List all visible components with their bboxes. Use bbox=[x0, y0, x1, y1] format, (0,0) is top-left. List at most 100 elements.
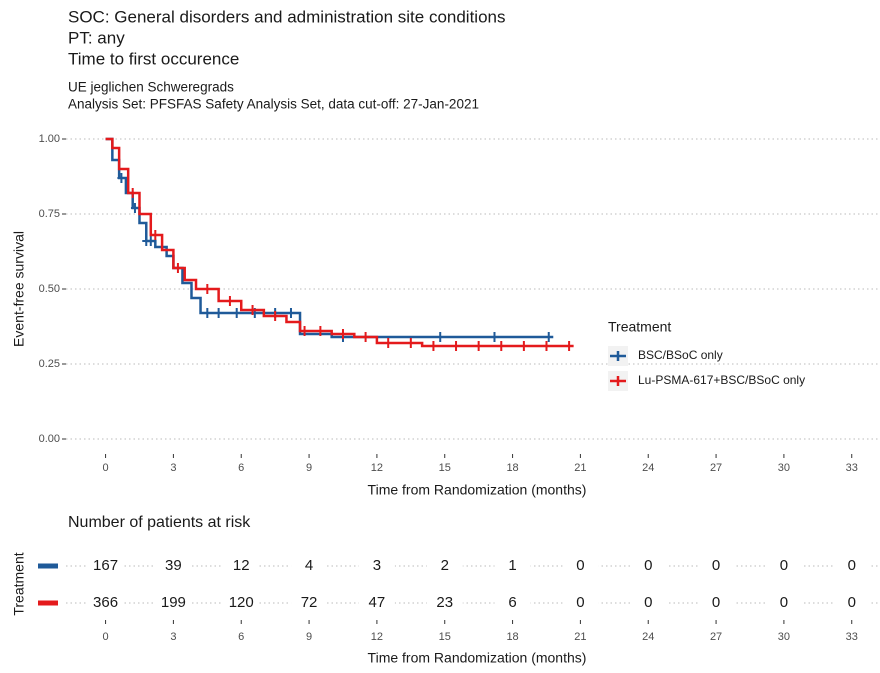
censor-mark bbox=[232, 308, 241, 318]
censor-mark bbox=[406, 338, 415, 348]
x-tick-label: 0 bbox=[103, 462, 109, 474]
risk-count: 3 bbox=[373, 557, 381, 574]
risk-bg bbox=[833, 557, 870, 575]
risk-count: 0 bbox=[848, 594, 856, 611]
risk-bg bbox=[426, 557, 463, 575]
risk-row-key bbox=[38, 600, 58, 606]
censor-mark bbox=[565, 341, 574, 351]
risk-bg bbox=[87, 594, 124, 612]
censor-mark bbox=[203, 308, 212, 318]
x-tick-label: 21 bbox=[574, 631, 586, 643]
subtitle-line: UE jeglichen Schweregrads bbox=[68, 80, 234, 95]
x-tick-label: 15 bbox=[439, 462, 451, 474]
risk-count: 0 bbox=[576, 594, 584, 611]
x-tick-label: 12 bbox=[371, 462, 383, 474]
survival-curve bbox=[105, 137, 574, 348]
x-tick-label: 27 bbox=[710, 462, 722, 474]
censor-mark bbox=[128, 188, 137, 198]
x-tick-label: 6 bbox=[238, 462, 244, 474]
x-tick-label: 3 bbox=[170, 631, 176, 643]
x-axis-label: Time from Randomization (months) bbox=[368, 650, 587, 666]
risk-count: 39 bbox=[165, 557, 182, 574]
risk-count: 1 bbox=[508, 557, 516, 574]
y-tick-label: 0.25 bbox=[39, 358, 60, 370]
risk-table-title: Number of patients at risk bbox=[68, 514, 251, 531]
censor-mark bbox=[117, 173, 126, 183]
risk-count: 0 bbox=[644, 557, 652, 574]
x-tick-label: 9 bbox=[306, 462, 312, 474]
censor-mark bbox=[316, 326, 325, 336]
x-tick-label: 24 bbox=[642, 631, 654, 643]
y-tick-label: 0.50 bbox=[39, 283, 60, 295]
risk-count: 12 bbox=[233, 557, 250, 574]
censor-mark bbox=[436, 332, 445, 342]
censor-mark bbox=[452, 341, 461, 351]
censor-mark bbox=[203, 284, 212, 294]
risk-count: 4 bbox=[305, 557, 313, 574]
risk-bg bbox=[494, 557, 531, 575]
risk-bg bbox=[426, 594, 463, 612]
risk-bg bbox=[291, 594, 328, 612]
censor-mark bbox=[497, 341, 506, 351]
risk-count: 23 bbox=[436, 594, 453, 611]
censor-mark bbox=[544, 332, 553, 342]
censor-mark bbox=[214, 308, 223, 318]
x-tick-label: 6 bbox=[238, 631, 244, 643]
risk-count: 2 bbox=[441, 557, 449, 574]
legend-swatch bbox=[610, 376, 626, 386]
y-tick-label: 0.75 bbox=[39, 208, 60, 220]
legend-swatch bbox=[610, 351, 626, 361]
x-tick-label: 21 bbox=[574, 462, 586, 474]
censor-mark bbox=[519, 341, 528, 351]
censor-mark bbox=[474, 341, 483, 351]
risk-bg bbox=[630, 594, 667, 612]
title-line: Time to first occurence bbox=[68, 49, 239, 68]
risk-bg bbox=[291, 557, 328, 575]
risk-count: 0 bbox=[576, 557, 584, 574]
censor-mark bbox=[146, 236, 155, 246]
risk-count: 167 bbox=[93, 557, 118, 574]
risk-bg bbox=[155, 594, 192, 612]
risk-bg bbox=[562, 594, 599, 612]
y-axis-label: Event-free survival bbox=[11, 231, 27, 347]
censor-mark bbox=[300, 326, 309, 336]
censor-mark bbox=[490, 332, 499, 342]
censor-mark bbox=[542, 341, 551, 351]
risk-count: 47 bbox=[369, 594, 386, 611]
x-tick-label: 27 bbox=[710, 631, 722, 643]
censor-mark bbox=[384, 338, 393, 348]
risk-row-key bbox=[38, 563, 58, 569]
censor-mark bbox=[173, 263, 182, 273]
censor-mark bbox=[248, 305, 257, 315]
risk-count: 0 bbox=[644, 594, 652, 611]
x-tick-label: 33 bbox=[846, 462, 858, 474]
risk-count: 6 bbox=[508, 594, 516, 611]
x-tick-label: 30 bbox=[778, 462, 790, 474]
censor-mark bbox=[361, 332, 370, 342]
y-tick-label: 0.00 bbox=[39, 433, 60, 445]
risk-bg bbox=[562, 557, 599, 575]
censor-mark bbox=[271, 311, 280, 321]
x-tick-label: 9 bbox=[306, 631, 312, 643]
x-tick-label: 0 bbox=[103, 631, 109, 643]
risk-bg bbox=[833, 594, 870, 612]
risk-count: 0 bbox=[712, 594, 720, 611]
risk-count: 72 bbox=[301, 594, 318, 611]
risk-bg bbox=[87, 557, 124, 575]
x-tick-label: 30 bbox=[778, 631, 790, 643]
risk-bg bbox=[155, 557, 192, 575]
risk-bg bbox=[358, 557, 395, 575]
x-tick-label: 3 bbox=[170, 462, 176, 474]
risk-count: 0 bbox=[780, 557, 788, 574]
legend-title: Treatment bbox=[608, 319, 671, 335]
censor-mark bbox=[429, 341, 438, 351]
risk-bg bbox=[494, 594, 531, 612]
censor-mark bbox=[130, 203, 139, 213]
risk-bg bbox=[223, 557, 260, 575]
censor-mark bbox=[338, 329, 347, 339]
x-tick-label: 18 bbox=[506, 462, 518, 474]
subtitle-line: Analysis Set: PFSFAS Safety Analysis Set… bbox=[68, 97, 479, 112]
legend-label: Lu-PSMA-617+BSC/BSoC only bbox=[638, 373, 805, 387]
y-tick-label: 1.00 bbox=[39, 133, 60, 145]
